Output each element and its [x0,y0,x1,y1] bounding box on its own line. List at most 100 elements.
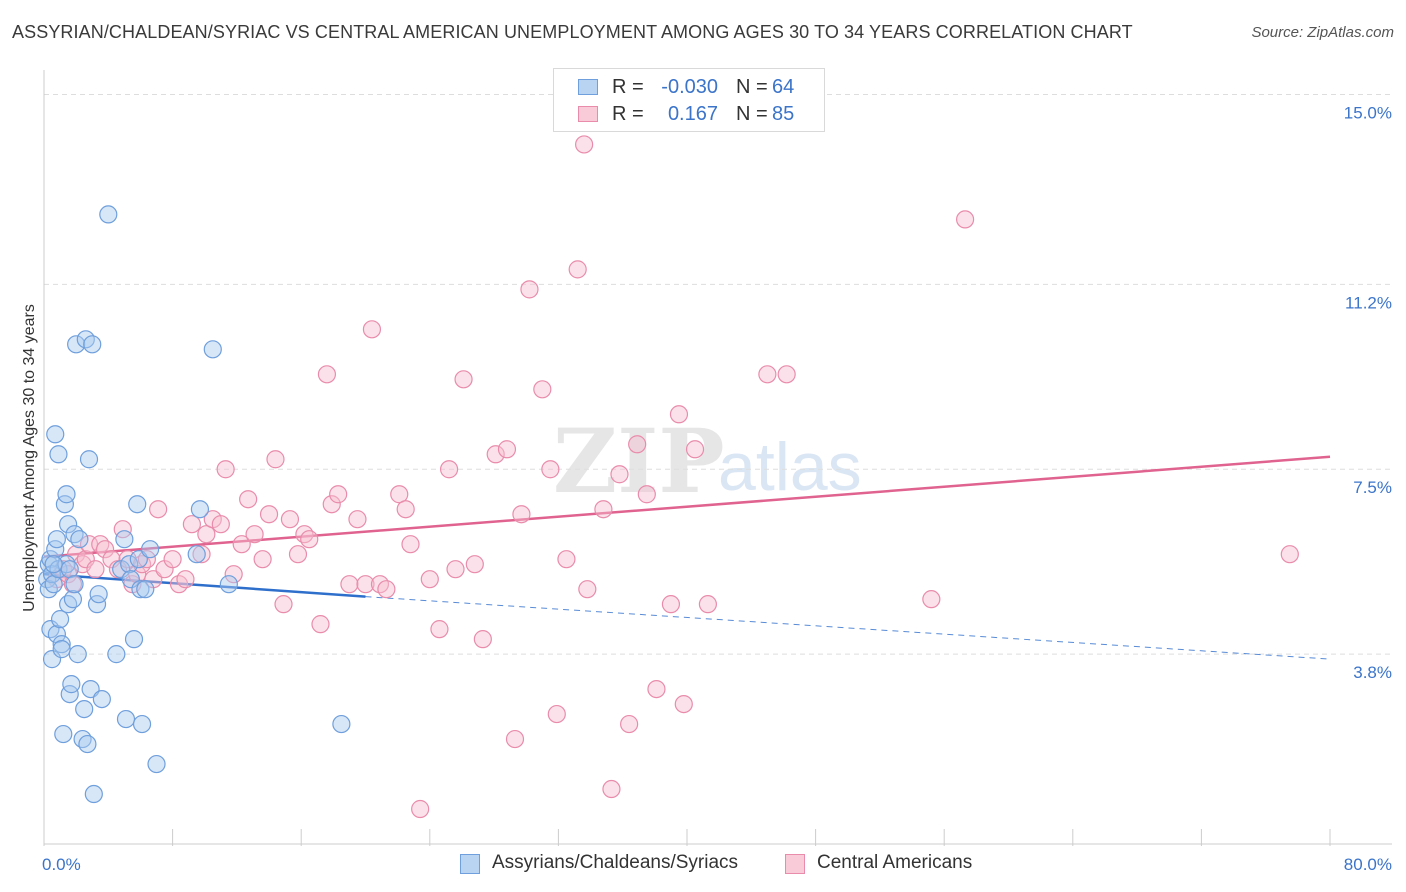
assyrians-point [92,689,111,709]
central-americans-point [411,799,430,819]
gridlines [44,93,1392,655]
assyrians-point [39,580,58,599]
central-americans-point [377,580,396,599]
central-americans-point [578,580,597,599]
assyrians-point [120,555,139,574]
bottom-legend-swatch-blue [460,854,480,874]
legend-swatch-pink [578,106,598,122]
assyrians-points [38,205,351,804]
assyrians-point [147,754,166,774]
assyrians-point [131,580,150,599]
legend-row-assyrians: R = -0.030 N = 64 [554,73,824,101]
central-americans-point [239,490,258,509]
central-americans-point [54,560,73,579]
central-americans-point [628,435,647,454]
legend-n-value: 64 [772,76,795,98]
central-americans-point [396,500,415,519]
central-americans-point [698,595,717,614]
assyrians-point [63,590,83,609]
central-americans-point [497,440,517,459]
central-americans-point [266,450,285,469]
assyrians-point [62,675,81,694]
central-americans-point [557,550,576,569]
source-attribution: Source: ZipAtlas.com [1251,24,1394,41]
central-americans-point [76,550,95,569]
central-americans-point [620,714,639,734]
assyrians-point [132,714,152,734]
central-americans-point [211,515,230,534]
central-americans-point [777,365,796,384]
central-americans-point [216,460,235,479]
assyrians-point [70,530,89,549]
assyrians-point [136,580,155,599]
assyrians-point [57,555,76,574]
central-americans-point [520,280,539,299]
legend-r-label: R = [612,103,644,125]
central-americans-point [288,545,308,564]
central-americans-point [95,540,115,559]
central-americans-point [176,570,195,589]
central-americans-point [280,510,300,529]
central-americans-point [465,555,484,574]
central-americans-point [348,510,367,529]
x-tick-label: 80.0% [1344,855,1392,874]
central-americans-point [473,630,492,649]
central-americans-point [390,485,409,504]
central-americans-point [401,535,420,554]
central-americans-point [758,365,777,384]
central-americans-point [669,405,689,424]
assyrians-point [78,734,97,754]
central-americans-trend-line [43,455,1331,558]
legend-n-value: 85 [772,103,795,125]
central-americans-point [224,565,243,584]
central-americans-point [661,595,681,614]
assyrians-point [89,585,108,604]
assyrians-point [190,500,210,519]
central-americans-point [182,515,201,534]
central-americans-point [67,545,86,564]
watermark-atlas: atlas [718,429,862,505]
central-americans-point [192,545,211,564]
x-tick-label: 0.0% [42,855,81,874]
central-americans-point [340,575,359,594]
legend-swatch-blue [578,79,598,95]
assyrians-point [107,645,126,664]
assyrians-point [121,570,140,589]
central-americans-point [439,460,459,479]
central-americans-point [512,505,531,524]
central-americans-point [541,460,560,479]
bottom-legend-label: Central Americans [817,852,973,873]
assyrians-point [59,515,78,534]
central-americans-point [300,530,319,549]
assyrians-point [187,545,206,564]
assyrians-point [124,630,144,649]
central-americans-point [91,535,110,554]
y-tick-label: 3.8% [1353,663,1392,682]
central-americans-point [430,620,449,639]
central-americans-point [955,210,975,229]
assyrians-point [140,540,160,559]
y-tick-label: 15.0% [1344,103,1392,122]
assyrians-point [65,575,84,594]
central-americans-point [259,505,279,524]
y-tick-label: 11.2% [1345,293,1392,312]
legend-r-label: R = [612,76,644,98]
central-americans-point [594,500,613,519]
assyrians-point [42,650,62,669]
axes [43,70,1392,846]
assyrians-point [67,335,86,354]
central-americans-point [486,445,505,464]
central-americans-point [610,465,629,484]
assyrians-trend-extension [365,596,1331,660]
central-americans-point [362,320,382,339]
central-americans-point [505,729,525,749]
central-americans-point [197,525,216,544]
central-americans-points [47,135,1299,819]
central-americans-point [317,365,337,384]
assyrians-point [75,699,94,719]
central-americans-point [547,704,566,724]
assyrians-point [54,724,73,744]
assyrians-point [83,335,102,354]
central-americans-point [647,680,666,699]
